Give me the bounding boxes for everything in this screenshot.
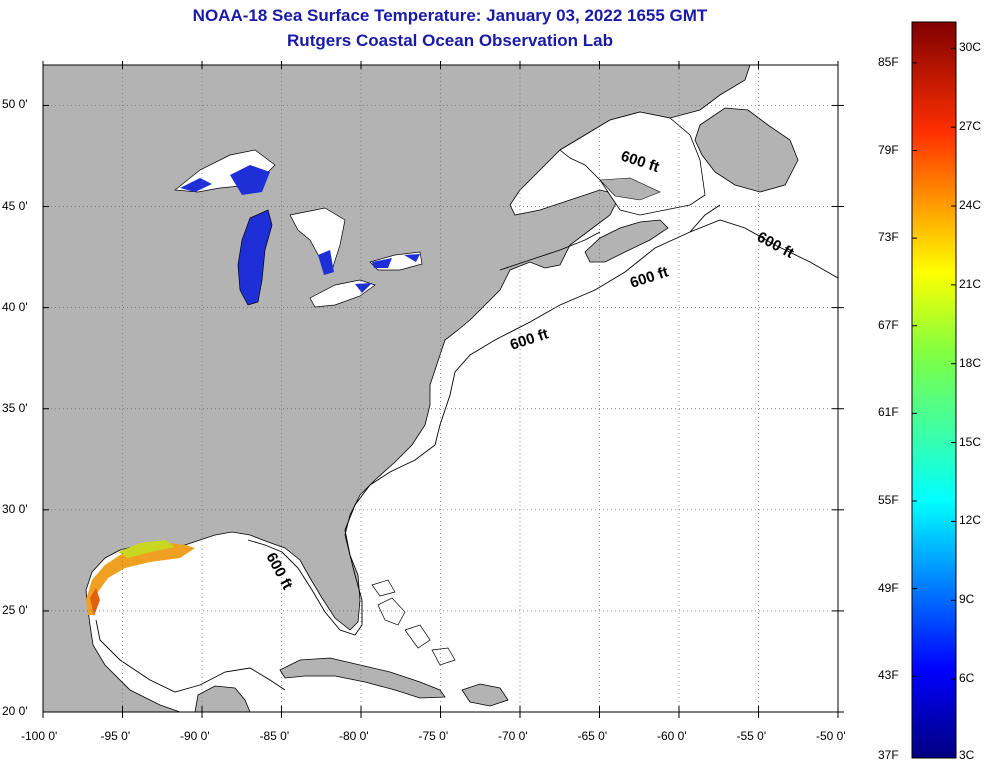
lake-michigan <box>237 209 273 306</box>
colorbar-label-c: 21C <box>959 276 982 291</box>
colorbar-label-c: 12C <box>959 513 982 528</box>
graticule <box>43 65 838 712</box>
lon-label: -75 0' <box>418 729 449 743</box>
lake-huron-cold <box>318 250 334 275</box>
lon-label: -80 0' <box>339 729 369 743</box>
land-gaspe <box>599 177 661 201</box>
colorbar-label-c: 30C <box>959 40 982 55</box>
colorbar-label-f: 49F <box>878 580 899 595</box>
colorbar-label-c: 15C <box>959 434 982 449</box>
lat-label: 30 0' <box>2 501 28 516</box>
colorbar-label-f: 73F <box>878 230 899 245</box>
lat-label: 25 0' <box>2 602 28 617</box>
lat-label: 40 0' <box>2 299 28 314</box>
lon-label: -50 0' <box>816 729 846 743</box>
land-newfoundland <box>694 107 799 193</box>
land-north-america <box>43 65 751 712</box>
lat-label: 35 0' <box>2 400 28 415</box>
lon-label: -70 0' <box>498 729 528 743</box>
axis-ticks <box>42 61 844 718</box>
map-subtitle: Rutgers Coastal Ocean Observation Lab <box>287 31 613 50</box>
lat-label: 50 0' <box>2 97 28 112</box>
lake-ontario-cold <box>372 254 420 268</box>
contour-600ft <box>95 204 838 693</box>
lat-label: 45 0' <box>2 198 28 213</box>
lon-label: -85 0' <box>259 729 290 743</box>
colorbar-label-f: 61F <box>878 405 899 420</box>
gulf-sst-band <box>86 542 195 615</box>
colorbar-label-f: 37F <box>878 748 899 762</box>
colorbar-label-c: 18C <box>959 355 982 370</box>
colorbar-label-c: 9C <box>959 592 975 607</box>
land-nova-scotia <box>584 219 669 263</box>
colorbar-label-c: 6C <box>959 671 975 686</box>
lat-label: 20 0' <box>2 704 28 718</box>
colorbar-label-f: 85F <box>878 54 899 69</box>
colorbar-label-f: 79F <box>878 142 899 157</box>
gulf-st-lawrence <box>559 111 706 216</box>
colorbar-label-c: 3C <box>959 748 975 762</box>
land-hispaniola <box>461 683 509 707</box>
map-title: NOAA-18 Sea Surface Temperature: January… <box>192 6 708 25</box>
colorbar-label-f: 55F <box>878 492 899 507</box>
land-yucatan <box>194 685 251 712</box>
gulf-sst-band-yellow <box>118 540 175 558</box>
lon-label: -95 0' <box>100 729 131 743</box>
colorbar-label-f: 67F <box>878 317 899 332</box>
colorbar <box>911 21 957 759</box>
colorbar-label-c: 27C <box>959 119 982 134</box>
lon-label: -65 0' <box>577 729 608 743</box>
colorbar-label-c: 24C <box>959 198 982 212</box>
gulf-sst-band-red <box>90 588 100 616</box>
colorbar-label-f: 43F <box>878 668 899 683</box>
land-bahamas <box>371 579 456 666</box>
land-cuba <box>279 657 446 699</box>
lake-superior-cold <box>180 165 270 195</box>
colorbar-ticks <box>912 47 956 759</box>
lon-label: -90 0' <box>180 729 210 743</box>
lake-erie-cold <box>355 283 372 293</box>
lon-label: -60 0' <box>657 729 687 743</box>
lon-label: -55 0' <box>736 729 767 743</box>
lon-label: -100 0' <box>21 729 58 743</box>
